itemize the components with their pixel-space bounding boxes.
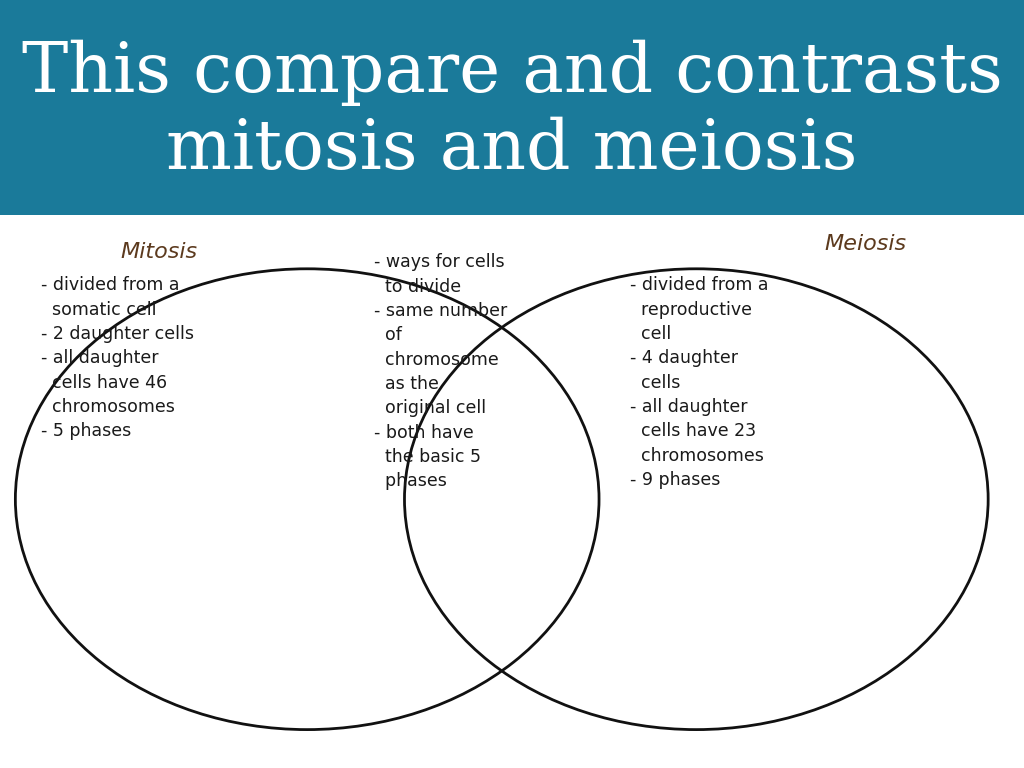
Text: mitosis and meiosis: mitosis and meiosis — [166, 117, 858, 183]
FancyBboxPatch shape — [0, 0, 1024, 215]
Text: - divided from a
  somatic cell
- 2 daughter cells
- all daughter
  cells have 4: - divided from a somatic cell - 2 daught… — [41, 276, 194, 440]
Text: Mitosis: Mitosis — [120, 242, 198, 262]
Text: This compare and contrasts: This compare and contrasts — [22, 40, 1002, 106]
Text: - divided from a
  reproductive
  cell
- 4 daughter
  cells
- all daughter
  cel: - divided from a reproductive cell - 4 d… — [630, 276, 768, 489]
Text: Meiosis: Meiosis — [824, 234, 906, 254]
Text: - ways for cells
  to divide
- same number
  of
  chromosome
  as the
  original: - ways for cells to divide - same number… — [374, 253, 507, 490]
